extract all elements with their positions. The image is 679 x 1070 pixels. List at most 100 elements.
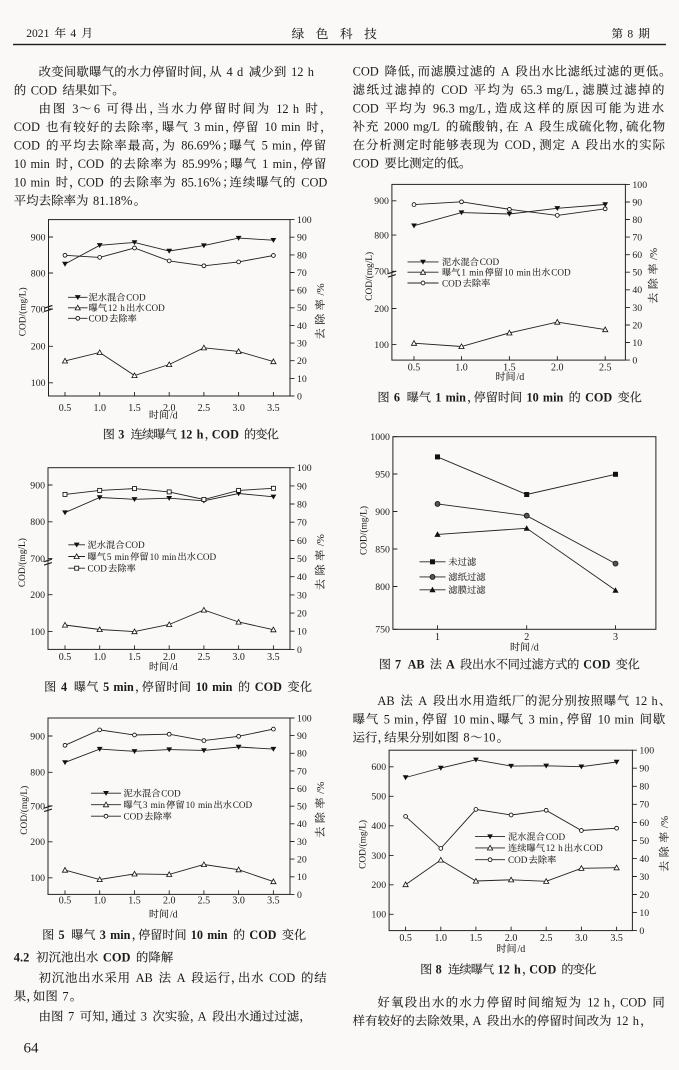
svg-text:A: A [501, 65, 510, 79]
svg-text:10 min: 10 min [598, 712, 634, 726]
svg-text:/%: /% [648, 248, 660, 260]
svg-text:1.0: 1.0 [93, 896, 106, 907]
svg-text:COD: COD [353, 101, 379, 115]
svg-text:COD: COD [620, 996, 646, 1010]
svg-text:7: 7 [395, 658, 401, 672]
svg-text:10 min: 10 min [453, 712, 489, 726]
svg-text:10 min: 10 min [527, 391, 564, 405]
svg-text:COD: COD [508, 855, 528, 865]
svg-text:400: 400 [371, 821, 386, 832]
svg-text:700: 700 [30, 554, 45, 565]
svg-text:300: 300 [371, 851, 386, 862]
svg-text:COD: COD [442, 278, 462, 288]
svg-text:/d: /d [170, 910, 178, 921]
svg-text:50: 50 [297, 802, 307, 813]
svg-text:0: 0 [297, 645, 302, 656]
svg-text:/d: /d [531, 643, 539, 654]
svg-text:COD: COD [546, 832, 566, 842]
svg-text:100: 100 [374, 340, 389, 351]
svg-text:20: 20 [639, 890, 649, 901]
svg-text:5 min: 5 min [384, 712, 414, 726]
svg-text:%: % [209, 175, 221, 190]
svg-text:70: 70 [297, 268, 307, 279]
svg-text:COD: COD [14, 120, 40, 134]
svg-text:1.0: 1.0 [93, 652, 106, 663]
svg-text:3 min: 3 min [194, 120, 224, 134]
svg-text:COD: COD [78, 157, 104, 171]
svg-text:3.0: 3.0 [232, 403, 245, 414]
svg-text:65.3 mg/L: 65.3 mg/L [521, 83, 574, 97]
svg-text:750: 750 [375, 625, 390, 636]
svg-text:800: 800 [374, 231, 389, 242]
svg-text:3: 3 [141, 1010, 147, 1024]
svg-text:100: 100 [297, 463, 312, 474]
svg-text:COD: COD [249, 928, 276, 942]
svg-text:0: 0 [297, 391, 302, 402]
svg-text:2.5: 2.5 [198, 652, 211, 663]
svg-text:COD: COD [255, 680, 282, 694]
svg-text:20: 20 [632, 320, 642, 331]
svg-text:COD: COD [529, 963, 556, 977]
svg-text:20: 20 [297, 609, 307, 620]
svg-text:2.0: 2.0 [163, 652, 176, 663]
svg-text:90: 90 [632, 197, 642, 208]
svg-text:COD: COD [269, 971, 295, 985]
svg-text:A: A [198, 1010, 207, 1024]
svg-text:%: % [210, 157, 222, 172]
svg-text:COD: COD [125, 540, 145, 550]
svg-text:900: 900 [30, 480, 45, 491]
svg-text:10: 10 [483, 731, 495, 745]
svg-text:900: 900 [30, 731, 45, 742]
svg-text:40: 40 [297, 572, 307, 583]
svg-text:50: 50 [297, 554, 307, 565]
svg-text:86.69: 86.69 [181, 139, 209, 153]
svg-text:800: 800 [30, 517, 45, 528]
svg-text:A: A [177, 971, 186, 985]
svg-text:COD: COD [585, 391, 612, 405]
svg-text:%: % [121, 194, 133, 209]
svg-text:COD/(mg/L): COD/(mg/L) [358, 506, 369, 555]
svg-text:COD/(mg/L): COD/(mg/L) [19, 786, 30, 835]
svg-text:80: 80 [297, 499, 307, 510]
svg-text:10: 10 [297, 627, 307, 638]
svg-text:3 min: 3 min [529, 712, 559, 726]
svg-text:AB: AB [377, 694, 394, 708]
svg-text:0: 0 [639, 926, 644, 937]
svg-text:50: 50 [297, 303, 307, 314]
svg-text:7: 7 [68, 1010, 74, 1024]
svg-text:50: 50 [632, 268, 642, 279]
svg-text:20: 20 [297, 356, 307, 367]
svg-text:40: 40 [297, 819, 307, 830]
svg-text:3.5: 3.5 [267, 652, 280, 663]
svg-text:10 min: 10 min [191, 928, 228, 942]
svg-text:/d: /d [170, 410, 178, 421]
svg-text:200: 200 [30, 837, 45, 848]
svg-text:COD: COD [505, 138, 531, 152]
svg-text:1 min: 1 min [461, 268, 483, 278]
svg-text:COD: COD [124, 812, 144, 822]
svg-text:A: A [524, 120, 533, 134]
svg-text:10 min: 10 min [150, 552, 177, 562]
svg-text:800: 800 [31, 268, 46, 279]
svg-text:/%: /% [315, 782, 327, 794]
svg-text:COD: COD [441, 83, 467, 97]
svg-text:0: 0 [297, 890, 302, 901]
svg-text:700: 700 [374, 267, 389, 278]
svg-text:60: 60 [639, 818, 649, 829]
svg-text:8: 8 [436, 963, 442, 977]
svg-text:12 h: 12 h [498, 963, 521, 977]
svg-text:12 h: 12 h [546, 843, 563, 853]
svg-text:80: 80 [632, 215, 642, 226]
svg-text:2.5: 2.5 [540, 933, 553, 944]
svg-text:0.5: 0.5 [399, 933, 412, 944]
svg-text:3.5: 3.5 [610, 933, 623, 944]
svg-text:1.5: 1.5 [128, 652, 141, 663]
svg-text:850: 850 [375, 544, 390, 555]
svg-text:COD: COD [583, 843, 603, 853]
svg-text:AB: AB [136, 971, 153, 985]
svg-text:900: 900 [31, 232, 46, 243]
svg-text:0.5: 0.5 [59, 896, 72, 907]
svg-text:A: A [473, 1014, 482, 1028]
svg-text:4: 4 [61, 680, 67, 694]
svg-text:85.99: 85.99 [182, 157, 210, 171]
